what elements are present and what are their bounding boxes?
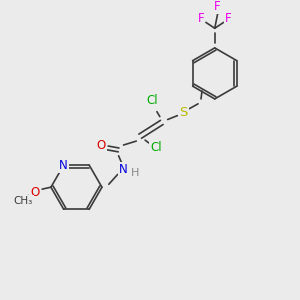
Text: S: S bbox=[179, 106, 188, 119]
Text: F: F bbox=[198, 12, 204, 25]
Text: O: O bbox=[31, 186, 40, 199]
Text: N: N bbox=[59, 159, 68, 172]
Text: F: F bbox=[225, 12, 232, 25]
Text: F: F bbox=[214, 0, 221, 13]
Text: Cl: Cl bbox=[146, 94, 158, 107]
Text: Cl: Cl bbox=[150, 142, 162, 154]
Text: CH₃: CH₃ bbox=[14, 196, 33, 206]
Text: H: H bbox=[131, 169, 140, 178]
Text: O: O bbox=[96, 139, 106, 152]
Text: N: N bbox=[119, 163, 128, 176]
